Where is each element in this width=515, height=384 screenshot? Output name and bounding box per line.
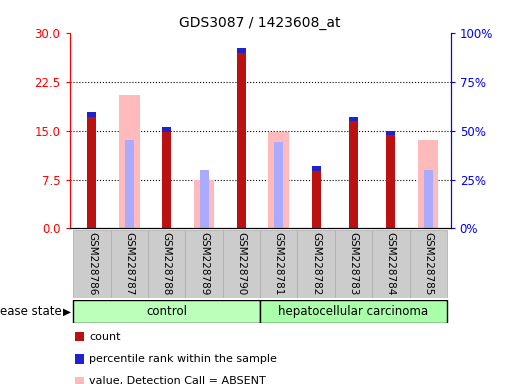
Text: hepatocellular carcinoma: hepatocellular carcinoma [279, 305, 428, 318]
Bar [199, 170, 209, 228]
Bar [260, 300, 447, 323]
Text: GSM228787: GSM228787 [124, 232, 134, 296]
Text: control: control [146, 305, 187, 318]
Bar [372, 230, 409, 298]
Bar [418, 140, 438, 228]
Bar [237, 50, 246, 228]
Bar [349, 116, 358, 121]
Bar [185, 230, 222, 298]
Bar [125, 140, 134, 228]
Bar [148, 230, 185, 298]
Bar [268, 132, 289, 228]
Text: disease state: disease state [0, 305, 62, 318]
Bar [111, 230, 148, 298]
Bar [386, 133, 396, 228]
Bar [312, 169, 321, 228]
Text: GSM228783: GSM228783 [349, 232, 358, 296]
Bar [222, 230, 260, 298]
Bar [386, 131, 396, 136]
Text: GSM228790: GSM228790 [236, 232, 246, 296]
Bar [260, 230, 298, 298]
Text: count: count [89, 332, 121, 342]
Bar [274, 142, 283, 228]
Bar [349, 119, 358, 228]
Bar [162, 127, 171, 132]
Bar [237, 48, 246, 53]
Text: GSM228785: GSM228785 [423, 232, 433, 296]
Text: GSM228784: GSM228784 [386, 232, 396, 296]
Text: GSM228786: GSM228786 [87, 232, 97, 296]
Text: value, Detection Call = ABSENT: value, Detection Call = ABSENT [89, 376, 266, 384]
Bar [162, 129, 171, 228]
Bar [73, 300, 260, 323]
Bar [88, 112, 96, 116]
Text: GSM228782: GSM228782 [311, 232, 321, 296]
Text: GSM228789: GSM228789 [199, 232, 209, 296]
Bar [119, 95, 140, 228]
Text: GSM228781: GSM228781 [274, 232, 284, 296]
Bar [88, 114, 96, 228]
Bar [73, 230, 111, 298]
Text: GSM228788: GSM228788 [162, 232, 171, 296]
Bar [335, 230, 372, 298]
Bar [312, 166, 321, 171]
Bar [424, 170, 433, 228]
Bar [298, 230, 335, 298]
Title: GDS3087 / 1423608_at: GDS3087 / 1423608_at [179, 16, 341, 30]
Bar [194, 180, 214, 228]
Text: percentile rank within the sample: percentile rank within the sample [89, 354, 277, 364]
Text: ▶: ▶ [63, 306, 72, 316]
Bar [409, 230, 447, 298]
